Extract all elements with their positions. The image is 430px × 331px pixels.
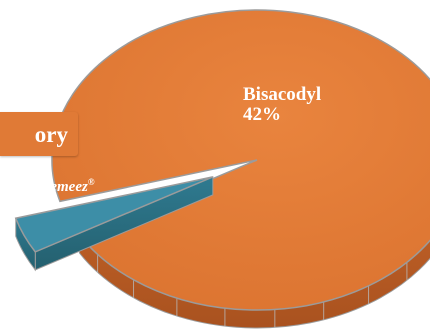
slice-label-bisacodyl-name: Bisacodyl bbox=[243, 84, 322, 105]
slice-label-enemeez-name: Enemeez bbox=[32, 179, 88, 195]
slice-label-bisacodyl-percent: 42% bbox=[243, 103, 281, 125]
pie-group bbox=[14, 9, 430, 329]
category-tab: ory bbox=[0, 112, 78, 156]
trademark-mark: ® bbox=[87, 177, 95, 187]
slice-label-bisacodyl: Bisacodyl 42% bbox=[243, 85, 321, 125]
slice-bisacodyl bbox=[51, 9, 430, 311]
slice-enemeez bbox=[14, 176, 214, 253]
category-tab-text: ory bbox=[34, 121, 68, 147]
slice-label-enemeez: Enemeez® 3% bbox=[32, 177, 95, 212]
slice-label-enemeez-percent: 3% bbox=[35, 194, 58, 211]
slice-label-enemeez-name-line: Enemeez® bbox=[32, 177, 95, 196]
